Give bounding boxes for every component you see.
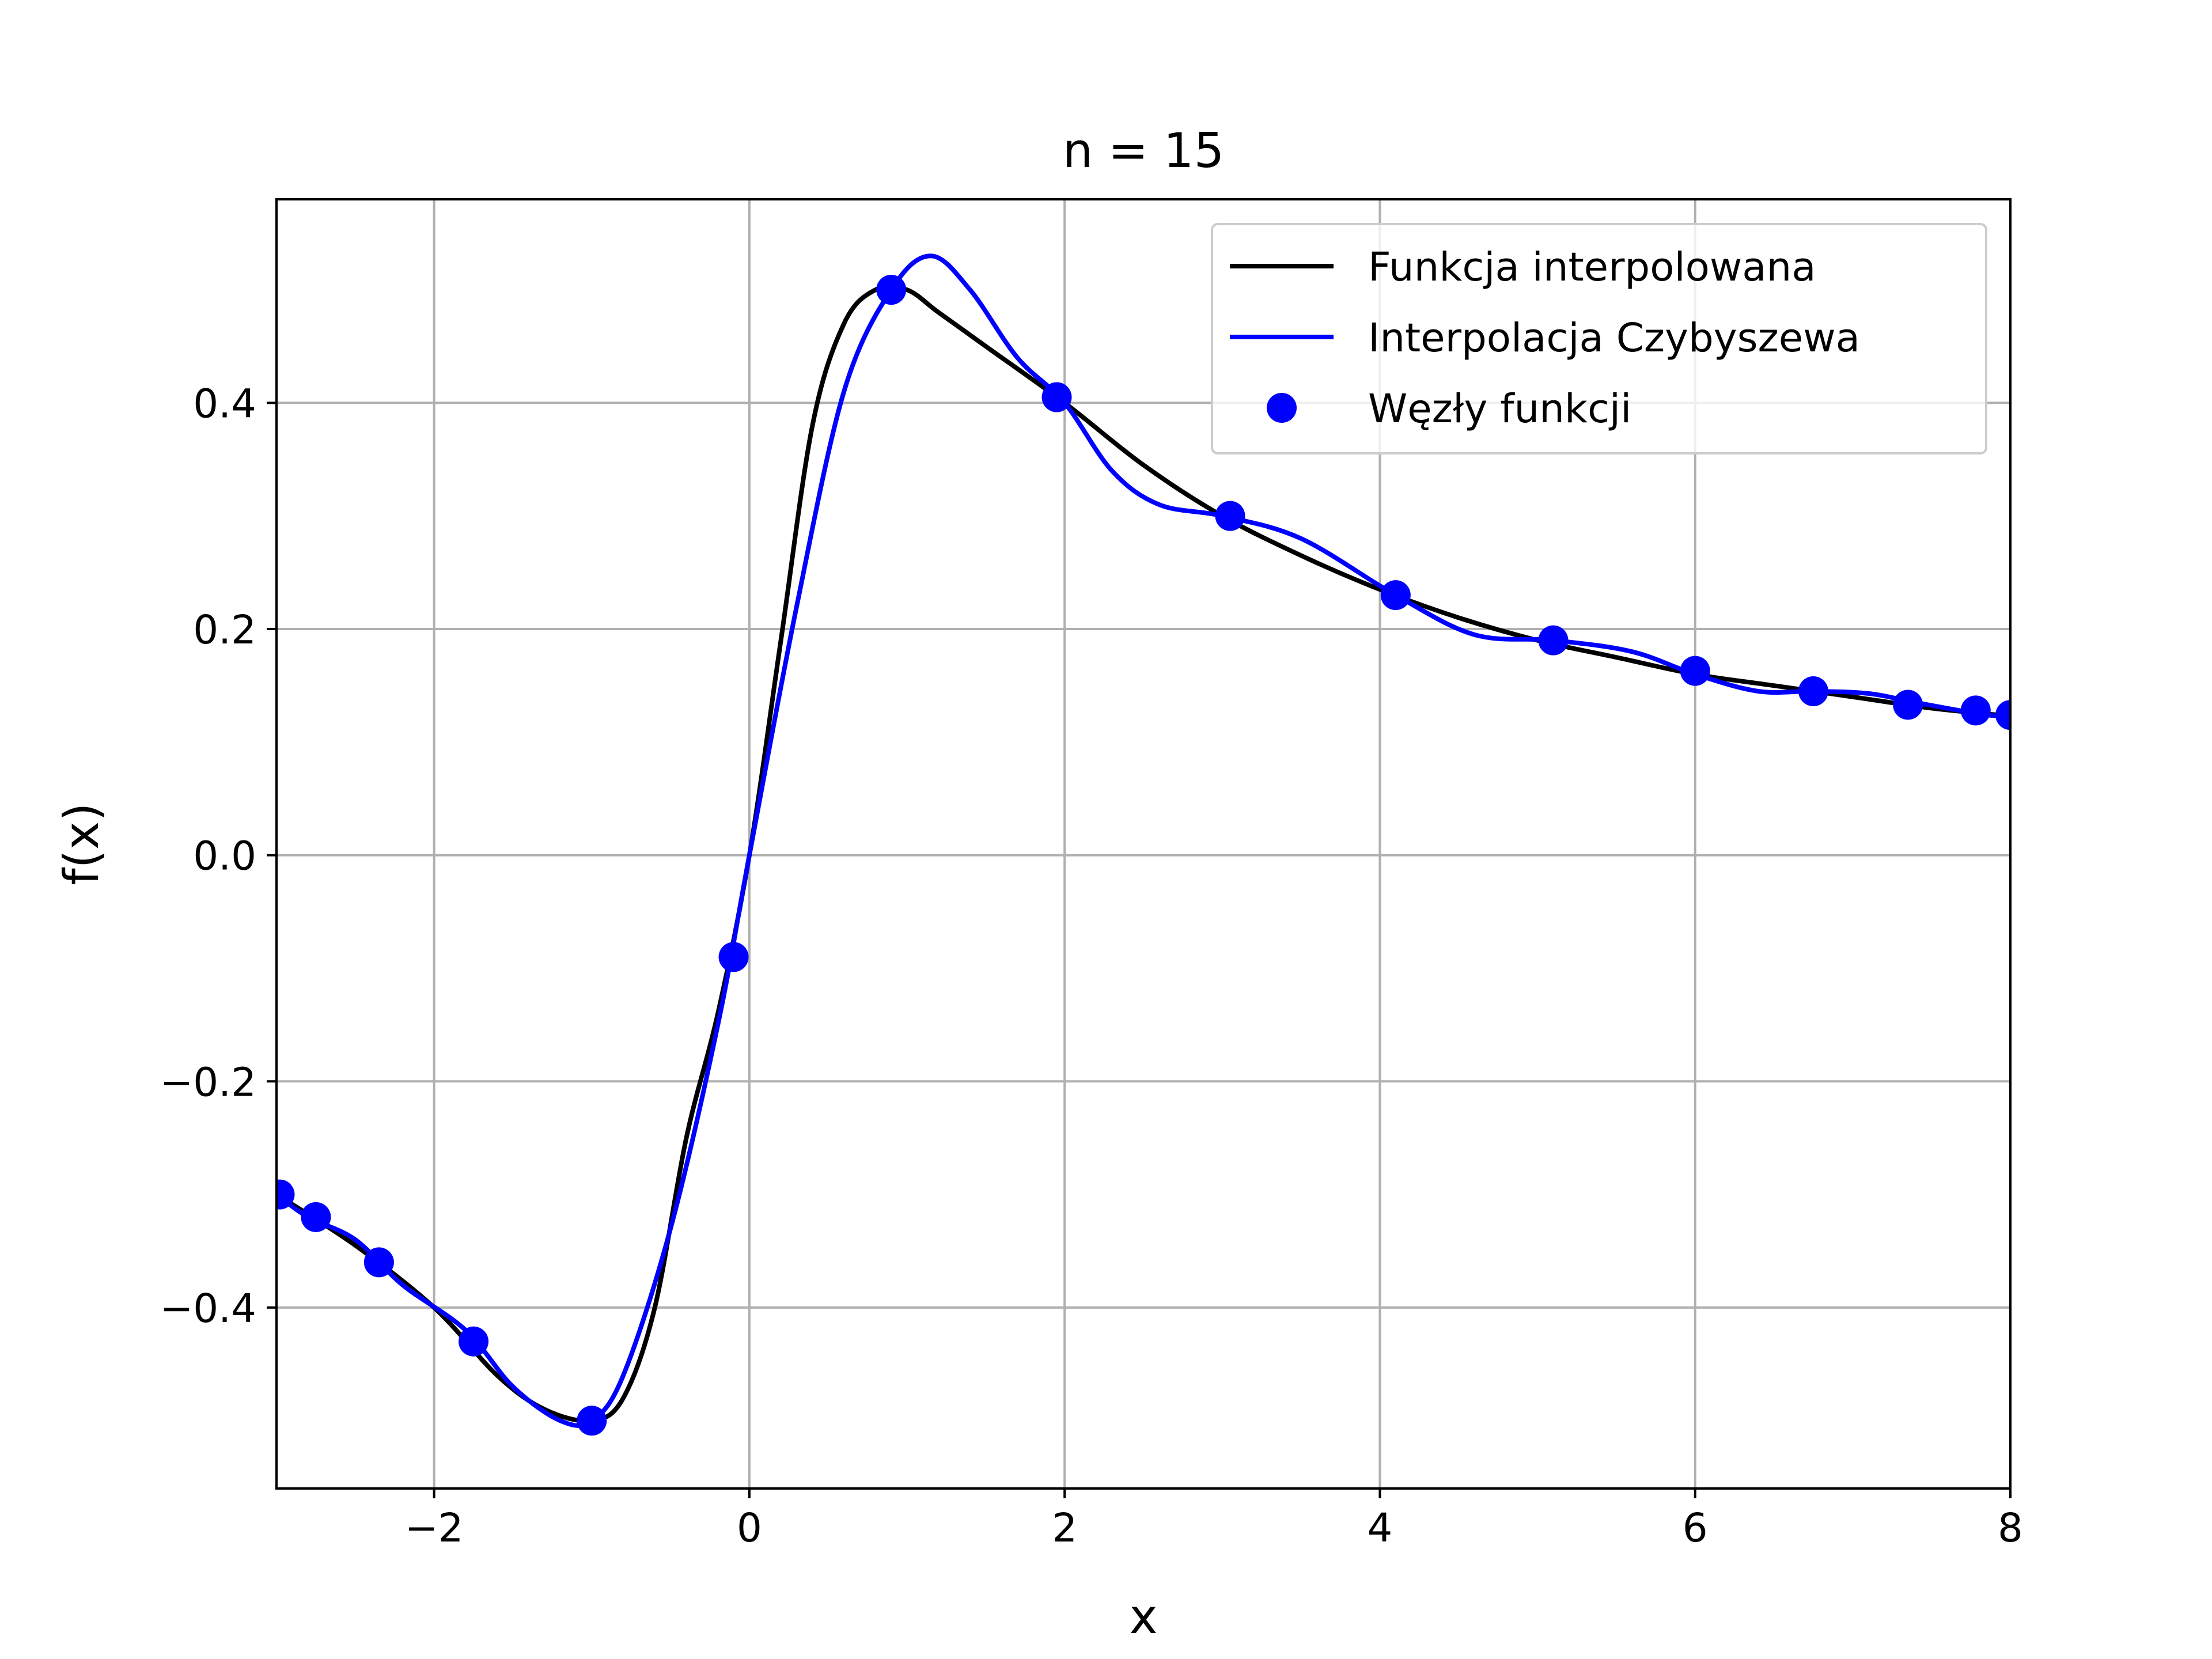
node-point (1680, 656, 1710, 686)
node-point (1538, 625, 1569, 656)
legend-box (1211, 223, 1987, 454)
y-tick-label: −0.4 (160, 1286, 256, 1332)
y-tick-label: 0.4 (193, 381, 256, 427)
x-tick-label: 6 (1683, 1505, 1708, 1551)
node-point (363, 1247, 394, 1278)
node-point (276, 1179, 295, 1210)
node-markers (276, 275, 2010, 1436)
legend: Funkcja interpolowana Interpolacja Czyby… (1211, 223, 1987, 454)
node-point (1893, 690, 1923, 720)
y-axis-label: f(x) (54, 802, 109, 885)
plot-frame (275, 198, 2012, 1490)
interpolation-line (276, 253, 2010, 1428)
y-tick-label: −0.2 (160, 1059, 256, 1105)
node-point (876, 275, 907, 305)
legend-nodes-swatch (1267, 393, 1297, 423)
x-tick-label: 4 (1368, 1505, 1393, 1551)
chart-title: n = 15 (1063, 123, 1225, 179)
legend-function-label: Funkcja interpolowana (1368, 244, 1816, 290)
node-point (1215, 501, 1245, 531)
ticks: −2 0 2 4 6 8 −0.4 −0.2 0.0 0.2 0.4 (160, 381, 2023, 1551)
x-tick-label: −2 (405, 1505, 464, 1551)
node-point (718, 942, 749, 972)
node-point (459, 1326, 489, 1357)
x-axis-label: x (1129, 1589, 1157, 1645)
node-point (1041, 382, 1072, 412)
y-tick-label: 0.2 (193, 607, 256, 653)
node-point (1798, 676, 1828, 706)
node-point (577, 1406, 607, 1436)
x-tick-label: 2 (1052, 1505, 1077, 1551)
node-point (1995, 700, 2010, 730)
node-point (1960, 695, 1991, 726)
y-tick-label: 0.0 (193, 834, 256, 880)
node-point (301, 1202, 331, 1232)
x-tick-label: 8 (1998, 1505, 2023, 1551)
x-tick-label: 0 (737, 1505, 762, 1551)
legend-nodes-label: Węzły funkcji (1368, 386, 1631, 432)
legend-interpolation-label: Interpolacja Czybyszewa (1368, 315, 1860, 361)
node-point (1380, 580, 1411, 611)
